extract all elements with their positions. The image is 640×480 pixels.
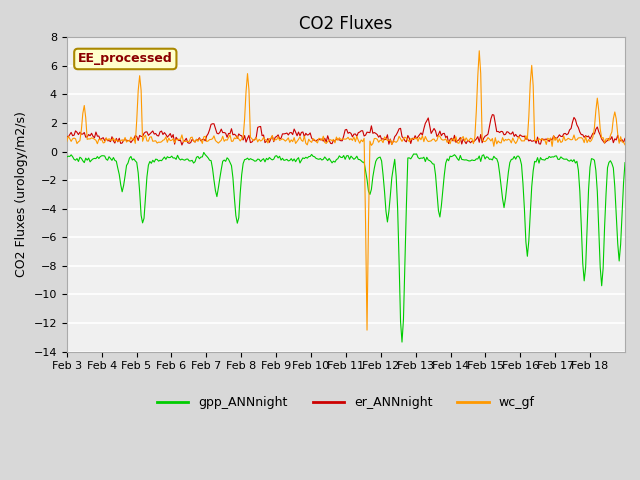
Text: EE_processed: EE_processed: [78, 52, 173, 65]
Y-axis label: CO2 Fluxes (urology/m2/s): CO2 Fluxes (urology/m2/s): [15, 111, 28, 277]
Legend: gpp_ANNnight, er_ANNnight, wc_gf: gpp_ANNnight, er_ANNnight, wc_gf: [152, 391, 540, 414]
Title: CO2 Fluxes: CO2 Fluxes: [300, 15, 392, 33]
